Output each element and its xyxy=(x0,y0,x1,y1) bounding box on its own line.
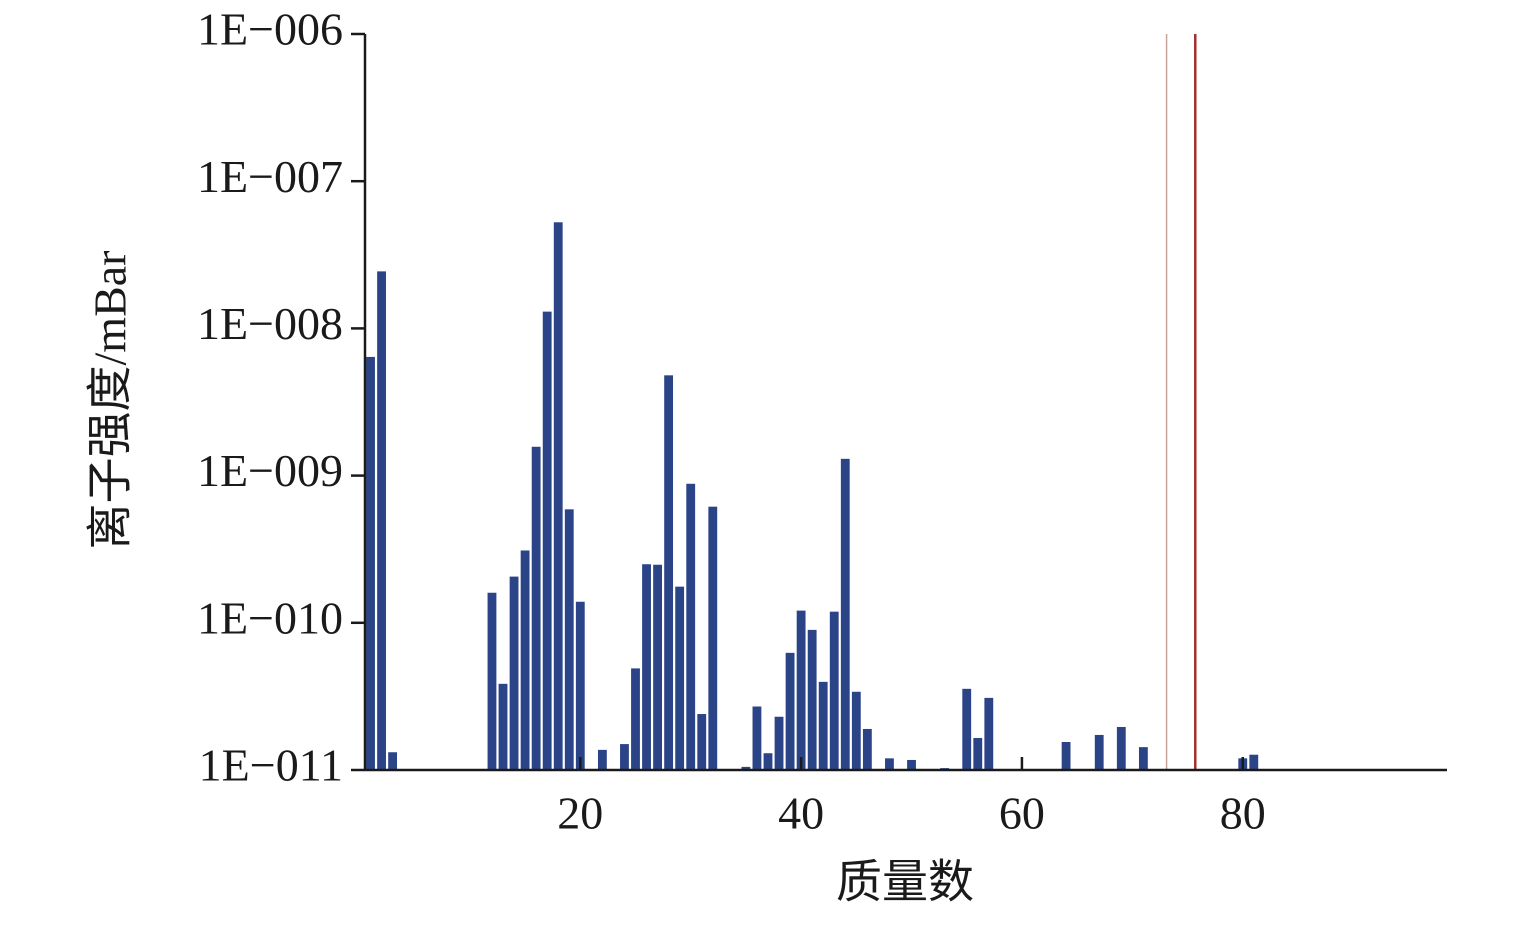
bar xyxy=(498,683,508,770)
bar xyxy=(1249,754,1259,770)
bar xyxy=(862,728,872,770)
bar xyxy=(1116,726,1126,770)
x-tick-label: 20 xyxy=(557,788,603,839)
x-tick-label: 80 xyxy=(1220,788,1266,839)
bar xyxy=(388,752,398,770)
bar xyxy=(851,691,861,770)
bar xyxy=(907,759,916,770)
y-tick-label: 1E−006 xyxy=(197,4,343,55)
bar xyxy=(575,601,585,770)
bar xyxy=(752,706,762,770)
bar xyxy=(664,375,674,770)
bar xyxy=(487,592,497,770)
bar xyxy=(597,749,607,770)
y-tick-label: 1E−008 xyxy=(197,298,343,349)
bar xyxy=(642,564,651,770)
bar xyxy=(631,668,640,770)
bar xyxy=(366,356,375,770)
bar xyxy=(829,611,839,770)
bar xyxy=(531,446,541,770)
bar xyxy=(620,744,629,770)
y-tick-label: 1E−011 xyxy=(199,740,343,791)
bar xyxy=(675,586,685,770)
bar xyxy=(885,758,894,770)
y-tick-label: 1E−009 xyxy=(197,445,343,496)
bar xyxy=(984,697,994,770)
bar xyxy=(1138,747,1148,770)
x-axis-label: 质量数 xyxy=(836,857,974,908)
bar xyxy=(796,610,806,770)
bar xyxy=(686,483,696,770)
bar xyxy=(509,576,519,770)
bar xyxy=(520,550,530,770)
x-tick-label: 40 xyxy=(778,788,824,839)
bar xyxy=(840,458,850,770)
bar xyxy=(564,509,574,770)
bar xyxy=(785,652,795,770)
bar xyxy=(973,737,983,770)
bar xyxy=(553,222,563,771)
y-tick-label: 1E−010 xyxy=(197,592,343,643)
bar xyxy=(377,271,386,770)
bar xyxy=(807,629,817,770)
bar xyxy=(774,716,784,770)
bar xyxy=(818,681,828,770)
y-tick-label: 1E−007 xyxy=(197,151,343,202)
bar xyxy=(1061,741,1071,770)
bar xyxy=(763,753,773,770)
bar xyxy=(1094,734,1104,770)
y-axis-label: 离子强度/mBar xyxy=(85,251,136,550)
bar xyxy=(962,688,972,770)
bar xyxy=(542,311,552,770)
bar xyxy=(741,766,751,770)
x-tick-label: 60 xyxy=(999,788,1045,839)
bar xyxy=(708,506,718,770)
bar xyxy=(653,564,662,770)
bar xyxy=(697,714,707,770)
